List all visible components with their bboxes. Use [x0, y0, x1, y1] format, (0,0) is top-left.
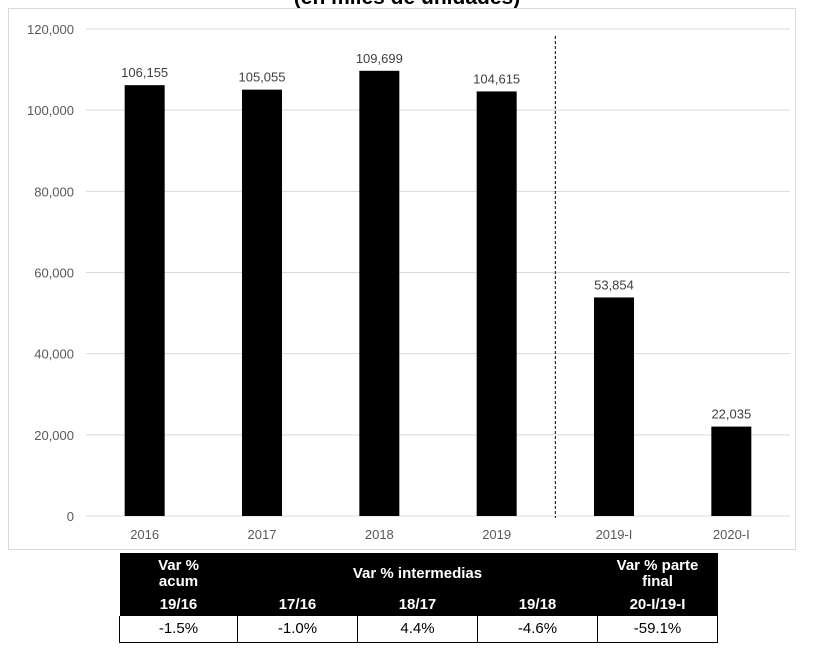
variation-table: Var % Var % intermedias Var % parte acum… — [119, 553, 718, 643]
table-subheader-row: 19/16 17/16 18/17 19/18 20-I/19-I — [119, 594, 718, 616]
data-label: 105,055 — [239, 70, 286, 85]
header-var-final-top: Var % parte — [597, 553, 718, 574]
y-tick-label: 20,000 — [34, 428, 74, 443]
data-label: 22,035 — [711, 407, 751, 422]
header-var-acum-top: Var % — [119, 553, 238, 574]
header-17-16: 17/16 — [237, 594, 358, 616]
x-tick-label: 2016 — [130, 527, 159, 542]
chart-area — [8, 8, 796, 550]
table-row: -1.5% -1.0% 4.4% -4.6% -59.1% — [119, 616, 718, 643]
table-header-row: Var % Var % intermedias Var % parte — [119, 553, 718, 594]
y-tick-label: 0 — [67, 509, 74, 524]
value-19-18: -4.6% — [477, 616, 598, 643]
bar — [711, 426, 752, 516]
header-var-acum-mid: acum — [119, 574, 238, 594]
x-tick-label: 2017 — [248, 527, 277, 542]
bar — [476, 91, 517, 516]
table-header-row: acum final — [119, 574, 718, 594]
header-var-intermedias: Var % intermedias — [237, 553, 598, 594]
bar — [124, 85, 165, 516]
chart-title: (en miles de unidades) — [0, 0, 814, 10]
value-18-17: 4.4% — [357, 616, 478, 643]
header-18-17: 18/17 — [357, 594, 478, 616]
x-tick-label: 2019-I — [596, 527, 633, 542]
value-var-final: -59.1% — [597, 616, 718, 643]
value-17-16: -1.0% — [237, 616, 358, 643]
x-tick-label: 2018 — [365, 527, 394, 542]
y-tick-label: 120,000 — [27, 22, 74, 37]
bar-chart: 0 20,000 40,000 60,000 80,000 100,000 120,000 1… — [27, 22, 790, 542]
data-label: 109,699 — [356, 51, 403, 66]
header-20i-19i: 20-I/19-I — [597, 594, 718, 616]
y-tick-label: 100,000 — [27, 103, 74, 118]
data-label: 106,155 — [121, 65, 168, 80]
y-tick-label: 80,000 — [34, 184, 74, 199]
x-tick-label: 2020-I — [713, 527, 750, 542]
y-tick-label: 40,000 — [34, 347, 74, 362]
y-tick-label: 60,000 — [34, 266, 74, 281]
header-19-16: 19/16 — [119, 594, 238, 616]
header-19-18: 19/18 — [477, 594, 598, 616]
bar — [594, 297, 634, 516]
bar — [359, 70, 400, 516]
value-var-acum: -1.5% — [119, 616, 238, 643]
data-label: 53,854 — [594, 277, 634, 292]
header-var-final-mid: final — [597, 574, 718, 594]
data-label: 104,615 — [473, 71, 520, 86]
bar — [242, 89, 282, 516]
x-tick-label: 2019 — [482, 527, 511, 542]
